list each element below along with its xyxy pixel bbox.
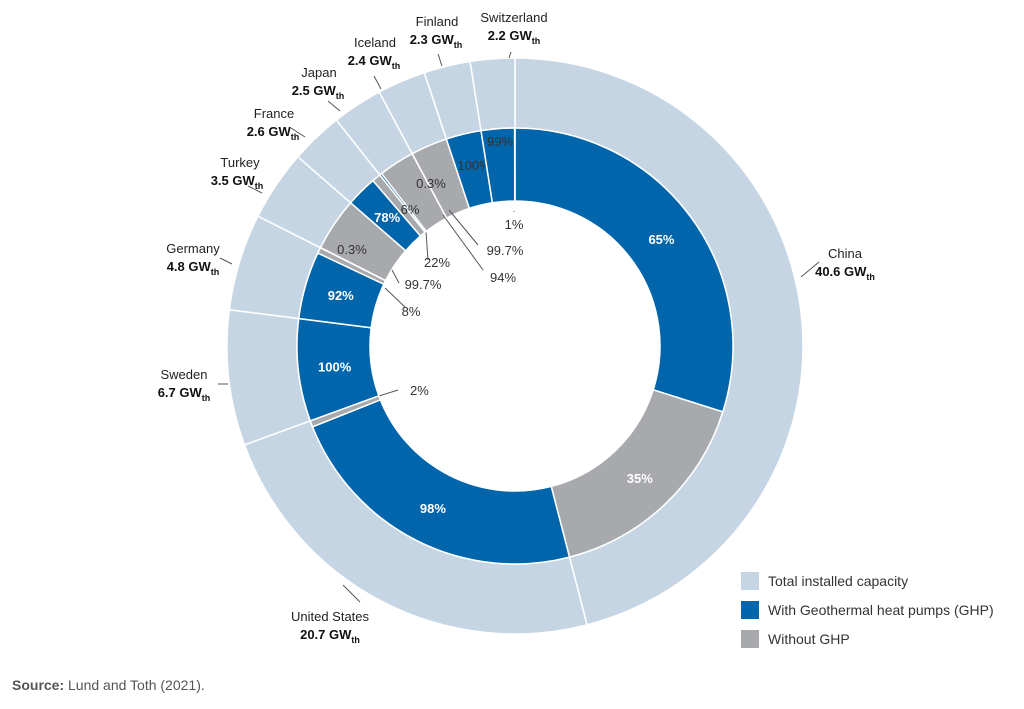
without-ghp-label-germany: 8% [402, 304, 421, 319]
leader-line-iceland [373, 75, 382, 90]
source-label: Source: [12, 677, 65, 693]
source-note: Source: Lund and Toth (2021). [12, 677, 205, 693]
without-ghp-label-china: 35% [627, 471, 653, 486]
with-ghp-label-germany: 92% [328, 288, 354, 303]
legend-item-without-ghp: Without GHP [741, 624, 994, 653]
with-ghp-label-switzerland: 99% [487, 134, 513, 149]
country-label-china: China [828, 246, 863, 261]
capacity-label-sweden: 6.7 GWth [158, 385, 211, 403]
without-ghp-label-france: 22% [424, 255, 450, 270]
with-ghp-label-japan: 6% [401, 202, 420, 217]
capacity-label-france: 2.6 GWth [247, 124, 300, 142]
with-ghp-label-iceland: 0.3% [416, 176, 446, 191]
leader-line-united-states [342, 584, 361, 603]
capacity-label-switzerland: 2.2 GWth [488, 28, 541, 46]
legend-swatch-without-ghp [741, 629, 759, 648]
legend-label-without-ghp: Without GHP [768, 630, 850, 647]
without-ghp-leader-iceland [448, 209, 479, 246]
without-ghp-label-switzerland: 1% [505, 217, 524, 232]
source-text: Lund and Toth (2021). [68, 677, 205, 693]
country-label-france: France [254, 106, 294, 121]
legend-label-with-ghp: With Geothermal heat pumps (GHP) [768, 601, 994, 618]
with-ghp-label-turkey: 0.3% [337, 242, 367, 257]
country-label-finland: Finland [416, 14, 459, 29]
capacity-label-turkey: 3.5 GWth [211, 173, 264, 191]
leader-line-finland [437, 53, 443, 67]
legend-swatch-total [741, 571, 759, 590]
without-ghp-label-turkey: 99.7% [405, 277, 442, 292]
without-ghp-label-united-states: 2% [410, 383, 429, 398]
legend-swatch-with-ghp [741, 600, 759, 619]
leader-line-china [800, 261, 820, 278]
capacity-label-united-states: 20.7 GWth [300, 627, 360, 645]
legend-item-with-ghp: With Geothermal heat pumps (GHP) [741, 595, 994, 624]
leader-line-turkey [247, 185, 263, 194]
without-ghp-leader-turkey [391, 269, 400, 284]
country-label-united-states: United States [291, 609, 370, 624]
without-ghp-leader-united-states [378, 389, 399, 397]
legend: Total installed capacity With Geothermal… [741, 566, 994, 653]
country-label-turkey: Turkey [220, 155, 260, 170]
with-ghp-label-sweden: 100% [318, 359, 352, 374]
with-ghp-slice-china [514, 127, 734, 413]
legend-item-total: Total installed capacity [741, 566, 994, 595]
with-ghp-label-china: 65% [648, 232, 674, 247]
country-label-switzerland: Switzerland [480, 10, 547, 25]
without-ghp-leader-germany [384, 287, 406, 308]
with-ghp-label-france: 78% [374, 210, 400, 225]
with-ghp-slice-united-states [311, 398, 571, 565]
without-ghp-leader-france [425, 231, 429, 261]
with-ghp-label-united-states: 98% [420, 501, 446, 516]
country-label-sweden: Sweden [161, 367, 208, 382]
capacity-label-japan: 2.5 GWth [292, 83, 345, 101]
country-label-germany: Germany [166, 241, 220, 256]
without-ghp-label-japan: 94% [490, 270, 516, 285]
leader-line-germany [219, 257, 233, 265]
leader-line-japan [327, 100, 341, 112]
country-label-japan: Japan [301, 65, 336, 80]
leader-line-switzerland [508, 51, 512, 59]
capacity-label-china: 40.6 GWth [815, 264, 875, 282]
legend-label-total: Total installed capacity [768, 572, 909, 589]
capacity-label-iceland: 2.4 GWth [348, 53, 401, 71]
leader-line-france [290, 127, 306, 138]
capacity-label-germany: 4.8 GWth [167, 259, 220, 277]
with-ghp-label-finland: 100% [457, 158, 491, 173]
country-label-iceland: Iceland [354, 35, 396, 50]
without-ghp-leader-japan [442, 214, 484, 271]
capacity-label-finland: 2.3 GWth [410, 32, 463, 50]
without-ghp-label-iceland: 99.7% [487, 243, 524, 258]
